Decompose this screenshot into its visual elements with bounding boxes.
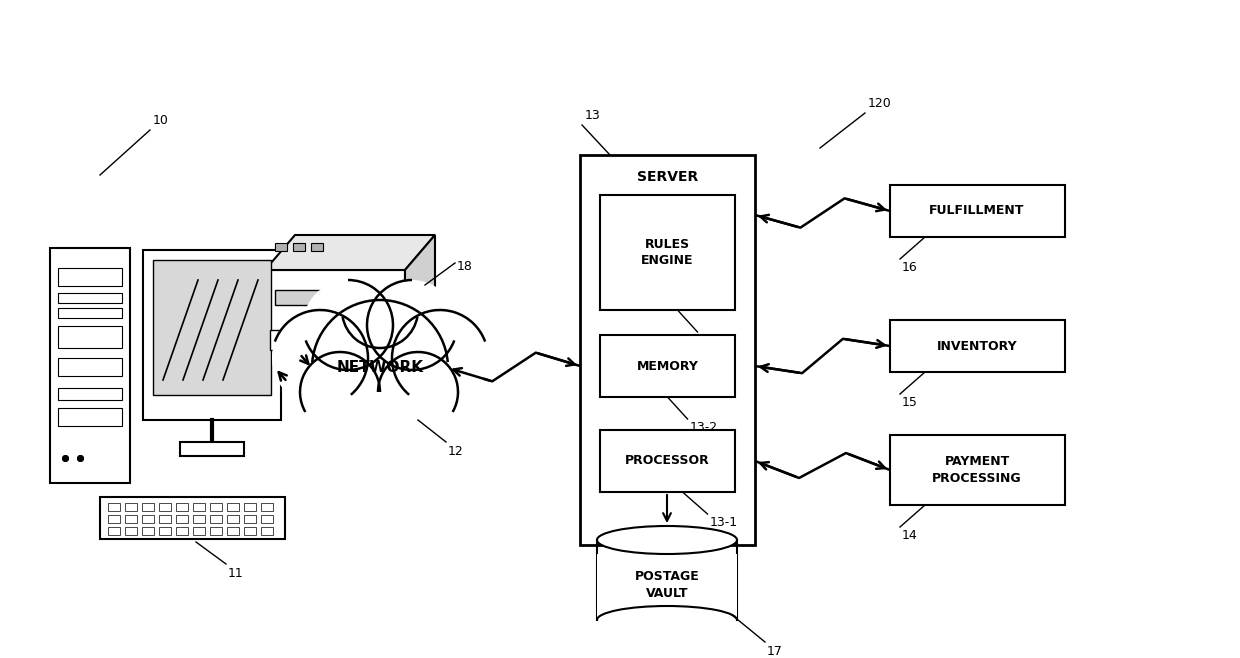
Bar: [125, 515, 136, 523]
Bar: [58, 326, 122, 348]
Text: INVENTORY: INVENTORY: [936, 340, 1017, 353]
Bar: [210, 515, 222, 523]
Circle shape: [367, 280, 458, 370]
Text: POSTAGE
VAULT: POSTAGE VAULT: [635, 570, 699, 600]
Bar: [293, 243, 305, 251]
Bar: [58, 388, 122, 400]
Text: 13-3: 13-3: [699, 334, 728, 347]
Bar: [244, 527, 255, 535]
Ellipse shape: [596, 526, 737, 554]
Bar: [159, 527, 171, 535]
Bar: [50, 248, 130, 483]
Bar: [210, 527, 222, 535]
Bar: [260, 527, 273, 535]
Polygon shape: [265, 235, 435, 270]
Bar: [143, 515, 154, 523]
Bar: [193, 527, 205, 535]
Bar: [227, 527, 239, 535]
Text: SERVER: SERVER: [637, 170, 698, 184]
Bar: [108, 515, 120, 523]
Text: PROCESSOR: PROCESSOR: [625, 455, 709, 467]
Text: 13-1: 13-1: [709, 516, 738, 529]
Text: 13: 13: [585, 109, 600, 122]
Text: 120: 120: [868, 97, 892, 110]
Polygon shape: [405, 235, 435, 360]
Bar: [153, 260, 272, 395]
Text: 13-2: 13-2: [689, 421, 718, 434]
Bar: [227, 503, 239, 511]
Circle shape: [342, 272, 418, 348]
Bar: [270, 330, 405, 350]
Circle shape: [312, 300, 448, 436]
Circle shape: [378, 350, 458, 430]
Bar: [275, 243, 286, 251]
Bar: [143, 250, 281, 420]
Bar: [159, 503, 171, 511]
Text: PAYMENT
PROCESSING: PAYMENT PROCESSING: [932, 455, 1022, 485]
Text: 15: 15: [901, 396, 918, 409]
Circle shape: [392, 310, 489, 406]
Bar: [58, 408, 122, 426]
Bar: [311, 243, 322, 251]
Bar: [143, 527, 154, 535]
Bar: [159, 515, 171, 523]
Bar: [260, 515, 273, 523]
Bar: [108, 527, 120, 535]
Text: 14: 14: [901, 529, 918, 542]
Circle shape: [303, 280, 393, 370]
Bar: [193, 503, 205, 511]
Text: 18: 18: [458, 260, 472, 273]
Text: 17: 17: [768, 645, 782, 658]
Bar: [596, 554, 737, 620]
Text: RULES
ENGINE: RULES ENGINE: [641, 238, 693, 268]
Bar: [244, 515, 255, 523]
Bar: [125, 503, 136, 511]
Text: 10: 10: [153, 114, 169, 127]
Bar: [275, 290, 396, 305]
Bar: [58, 268, 122, 286]
Bar: [176, 515, 188, 523]
Bar: [100, 497, 285, 539]
Text: FULFILLMENT: FULFILLMENT: [929, 205, 1024, 218]
Bar: [176, 503, 188, 511]
Text: 11: 11: [228, 567, 244, 580]
Bar: [227, 515, 239, 523]
Bar: [143, 503, 154, 511]
Bar: [193, 515, 205, 523]
Text: 16: 16: [901, 261, 918, 274]
Bar: [890, 320, 1065, 372]
Bar: [260, 503, 273, 511]
Bar: [600, 430, 735, 492]
Bar: [890, 435, 1065, 505]
Bar: [265, 270, 405, 360]
Bar: [58, 293, 122, 303]
Bar: [890, 185, 1065, 237]
Bar: [176, 527, 188, 535]
Circle shape: [300, 350, 379, 430]
Text: 12: 12: [448, 445, 464, 458]
Bar: [600, 195, 735, 310]
Bar: [600, 335, 735, 397]
Bar: [58, 308, 122, 318]
Bar: [210, 503, 222, 511]
Bar: [180, 442, 244, 456]
Circle shape: [272, 310, 368, 406]
Bar: [125, 527, 136, 535]
Bar: [244, 503, 255, 511]
Text: MEMORY: MEMORY: [636, 359, 698, 372]
Text: NETWORK: NETWORK: [336, 361, 424, 376]
Bar: [58, 358, 122, 376]
Bar: [580, 155, 755, 545]
Bar: [108, 503, 120, 511]
